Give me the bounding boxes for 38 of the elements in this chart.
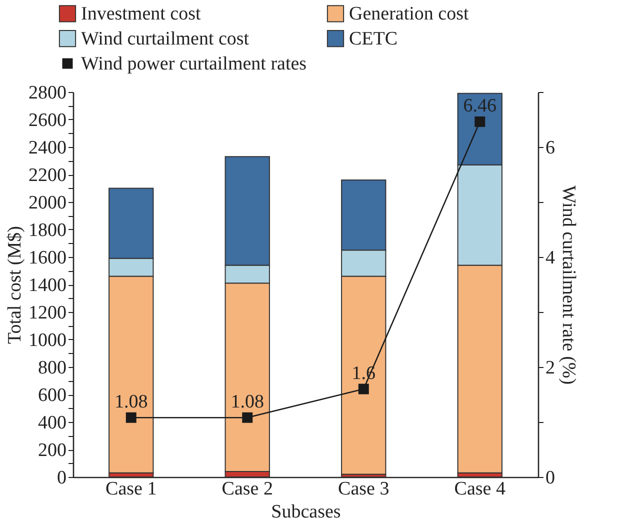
y2-tick-label: 2	[546, 358, 555, 378]
y-tick-label: 1600	[28, 248, 66, 268]
y2-tick-label: 6	[546, 138, 555, 158]
y2-axis-title: Wind curtailment rate (%)	[558, 185, 579, 385]
y2-tick-label: 0	[546, 468, 555, 488]
y-tick-label: 800	[38, 358, 66, 378]
y-tick-label: 1800	[28, 220, 66, 241]
y-tick-label: 400	[38, 412, 66, 434]
point	[126, 412, 136, 423]
x-tick-label: Case 1	[106, 478, 157, 500]
y-tick-label: 600	[38, 385, 66, 406]
legend-label: Wind curtailment cost	[81, 28, 250, 50]
legend-label: Investment cost	[81, 4, 202, 25]
y-tick-label: 2200	[28, 165, 66, 186]
x-tick-label: Case 4	[454, 478, 506, 500]
point	[358, 384, 369, 394]
y-tick-label: 2600	[28, 110, 66, 131]
y-tick-label: 2400	[28, 138, 66, 158]
legend-label: CETC	[349, 28, 398, 50]
y-tick-label: 1200	[28, 302, 66, 324]
y-tick-label: 0	[57, 468, 66, 488]
x-tick-label: Case 3	[338, 478, 390, 500]
point	[474, 116, 486, 127]
point	[242, 412, 253, 423]
y-tick-label: 200	[38, 440, 66, 461]
y2-tick-label: 4	[546, 248, 556, 268]
y-axis-title: Total cost (M$)	[4, 226, 26, 344]
legend-label: Wind power curtailment rates	[81, 54, 307, 74]
y-tick-label: 1400	[28, 275, 66, 296]
x-axis-title: Subcases	[271, 502, 341, 522]
data-label: 1.08	[114, 392, 148, 413]
legend-label: Generation cost	[349, 4, 470, 25]
data-label: 6.46	[463, 96, 496, 117]
y-tick-label: 2800	[28, 82, 66, 104]
data-label: 1.08	[230, 392, 264, 413]
x-tick-label: Case 2	[222, 478, 273, 500]
y-tick-label: 1000	[28, 330, 66, 351]
y-tick-label: 2000	[28, 192, 66, 214]
